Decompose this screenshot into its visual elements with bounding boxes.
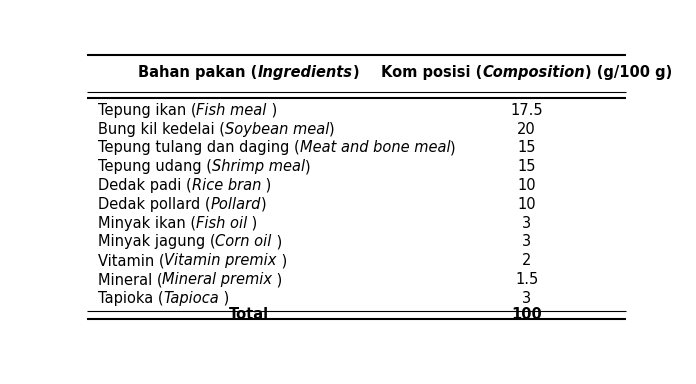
Text: ): ) [329, 121, 335, 136]
Text: 15: 15 [517, 159, 536, 174]
Text: 3: 3 [522, 215, 531, 230]
Text: Tepung tulang dan daging (: Tepung tulang dan daging ( [97, 140, 299, 155]
Text: Kom posisi (: Kom posisi ( [381, 65, 482, 80]
Text: Minyak ikan (: Minyak ikan ( [97, 215, 196, 230]
Text: ): ) [272, 272, 283, 287]
Text: Minyak jagung (: Minyak jagung ( [97, 234, 216, 249]
Text: Tepung udang (: Tepung udang ( [97, 159, 212, 174]
Text: Mineral premix: Mineral premix [162, 272, 272, 287]
Text: 10: 10 [517, 178, 536, 193]
Text: Soybean meal: Soybean meal [225, 121, 329, 136]
Text: ) (g/100 g): ) (g/100 g) [585, 65, 672, 80]
Text: ): ) [219, 291, 230, 306]
Text: Ingredients: Ingredients [258, 65, 353, 80]
Text: 3: 3 [522, 291, 531, 306]
Text: ): ) [261, 178, 271, 193]
Text: Tepung ikan (: Tepung ikan ( [97, 103, 196, 118]
Text: Rice bran: Rice bran [191, 178, 261, 193]
Text: Dedak pollard (: Dedak pollard ( [97, 197, 210, 212]
Text: Vitamin premix: Vitamin premix [164, 253, 277, 268]
Text: Total: Total [229, 307, 269, 322]
Text: ): ) [450, 140, 456, 155]
Text: Mineral (: Mineral ( [97, 272, 162, 287]
Text: Tapioka (: Tapioka ( [97, 291, 164, 306]
Text: 15: 15 [517, 140, 536, 155]
Text: Bung kil kedelai (: Bung kil kedelai ( [97, 121, 225, 136]
Text: ): ) [353, 65, 359, 80]
Text: 10: 10 [517, 197, 536, 212]
Text: 1.5: 1.5 [515, 272, 538, 287]
Text: ): ) [271, 234, 282, 249]
Text: Bahan pakan (: Bahan pakan ( [139, 65, 258, 80]
Text: 17.5: 17.5 [510, 103, 543, 118]
Text: Meat and bone meal: Meat and bone meal [299, 140, 450, 155]
Text: ): ) [247, 215, 258, 230]
Text: ): ) [261, 197, 267, 212]
Text: Fish oil: Fish oil [196, 215, 247, 230]
Text: Composition: Composition [482, 65, 585, 80]
Text: Dedak padi (: Dedak padi ( [97, 178, 191, 193]
Text: Shrimp meal: Shrimp meal [212, 159, 305, 174]
Text: 3: 3 [522, 234, 531, 249]
Text: Corn oil: Corn oil [216, 234, 271, 249]
Text: Fish meal: Fish meal [196, 103, 267, 118]
Text: 20: 20 [517, 121, 536, 136]
Text: Tapioca: Tapioca [164, 291, 219, 306]
Text: ): ) [267, 103, 277, 118]
Text: 100: 100 [512, 307, 542, 322]
Text: Vitamin (: Vitamin ( [97, 253, 164, 268]
Text: Pollard: Pollard [210, 197, 261, 212]
Text: ): ) [277, 253, 287, 268]
Text: 2: 2 [522, 253, 531, 268]
Text: ): ) [305, 159, 310, 174]
